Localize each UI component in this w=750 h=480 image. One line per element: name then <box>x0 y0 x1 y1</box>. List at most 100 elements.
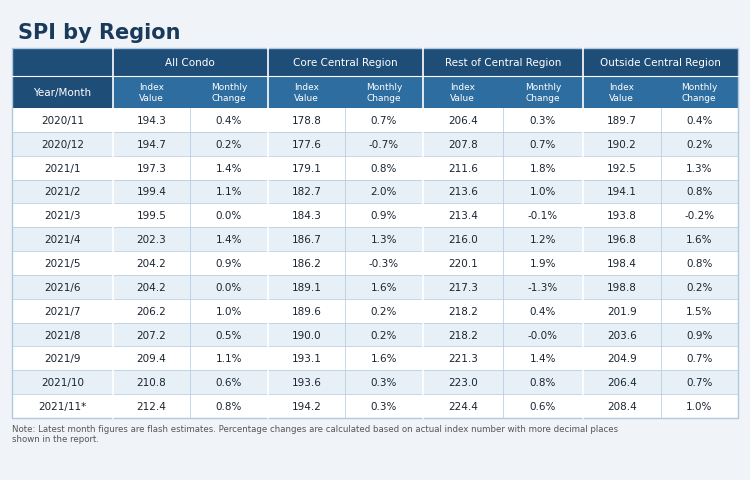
Text: 0.0%: 0.0% <box>216 282 242 292</box>
Text: 206.4: 206.4 <box>448 116 478 126</box>
Text: 202.3: 202.3 <box>136 235 166 245</box>
Text: 189.6: 189.6 <box>292 306 321 316</box>
Text: 1.2%: 1.2% <box>530 235 556 245</box>
Polygon shape <box>12 109 738 132</box>
Text: 2.0%: 2.0% <box>370 187 397 197</box>
Text: 186.2: 186.2 <box>292 258 321 268</box>
Text: -0.7%: -0.7% <box>369 140 399 149</box>
Text: 186.7: 186.7 <box>292 235 321 245</box>
Text: All Condo: All Condo <box>165 58 215 68</box>
Text: 189.1: 189.1 <box>292 282 321 292</box>
Text: 206.2: 206.2 <box>136 306 166 316</box>
Text: Index
Value: Index Value <box>450 83 476 103</box>
Text: 177.6: 177.6 <box>292 140 321 149</box>
Text: 210.8: 210.8 <box>136 377 166 387</box>
Text: 0.7%: 0.7% <box>370 116 397 126</box>
Text: Index
Value: Index Value <box>294 83 319 103</box>
Text: 0.8%: 0.8% <box>370 163 397 173</box>
Text: Monthly
Change: Monthly Change <box>681 83 718 103</box>
Text: 0.9%: 0.9% <box>216 258 242 268</box>
Text: -0.0%: -0.0% <box>528 330 558 340</box>
Text: 208.4: 208.4 <box>607 401 637 411</box>
Text: 0.6%: 0.6% <box>530 401 556 411</box>
Text: 201.9: 201.9 <box>607 306 637 316</box>
Text: 211.6: 211.6 <box>448 163 478 173</box>
Text: 220.1: 220.1 <box>448 258 478 268</box>
Text: 207.8: 207.8 <box>448 140 478 149</box>
Text: 1.3%: 1.3% <box>370 235 398 245</box>
Text: 2021/1: 2021/1 <box>44 163 80 173</box>
Text: 0.9%: 0.9% <box>686 330 712 340</box>
Polygon shape <box>503 77 583 109</box>
Text: 1.4%: 1.4% <box>530 354 556 364</box>
Text: 0.3%: 0.3% <box>530 116 556 126</box>
Text: 2021/5: 2021/5 <box>44 258 80 268</box>
Text: 1.4%: 1.4% <box>216 163 242 173</box>
Text: Monthly
Change: Monthly Change <box>525 83 561 103</box>
Text: 194.3: 194.3 <box>136 116 166 126</box>
Text: 0.4%: 0.4% <box>216 116 242 126</box>
Polygon shape <box>12 156 738 180</box>
Text: 198.4: 198.4 <box>607 258 637 268</box>
Text: 193.6: 193.6 <box>292 377 321 387</box>
Text: Year/Month: Year/Month <box>33 88 92 98</box>
Text: 2021/11*: 2021/11* <box>38 401 86 411</box>
Text: 194.2: 194.2 <box>292 401 321 411</box>
Text: 216.0: 216.0 <box>448 235 478 245</box>
Text: 0.8%: 0.8% <box>686 258 712 268</box>
Text: 217.3: 217.3 <box>448 282 478 292</box>
Polygon shape <box>423 77 502 109</box>
Text: Rest of Central Region: Rest of Central Region <box>445 58 561 68</box>
Text: 204.9: 204.9 <box>607 354 637 364</box>
Text: 182.7: 182.7 <box>292 187 321 197</box>
Text: 199.5: 199.5 <box>136 211 166 221</box>
Polygon shape <box>12 204 738 228</box>
Text: 0.3%: 0.3% <box>370 401 397 411</box>
Text: Core Central Region: Core Central Region <box>292 58 398 68</box>
Text: 0.2%: 0.2% <box>370 306 397 316</box>
Text: -0.2%: -0.2% <box>684 211 714 221</box>
Text: Index
Value: Index Value <box>609 83 634 103</box>
Text: 0.9%: 0.9% <box>370 211 397 221</box>
Text: 1.6%: 1.6% <box>370 354 398 364</box>
Text: 1.0%: 1.0% <box>530 187 556 197</box>
Text: 184.3: 184.3 <box>292 211 321 221</box>
Text: 221.3: 221.3 <box>448 354 478 364</box>
Text: 218.2: 218.2 <box>448 330 478 340</box>
Polygon shape <box>12 299 738 323</box>
Text: 0.7%: 0.7% <box>686 377 712 387</box>
Text: 198.8: 198.8 <box>607 282 637 292</box>
Text: 2021/10: 2021/10 <box>40 377 84 387</box>
Text: 213.6: 213.6 <box>448 187 478 197</box>
Polygon shape <box>12 49 112 109</box>
Text: 0.4%: 0.4% <box>686 116 712 126</box>
Polygon shape <box>12 252 738 276</box>
Polygon shape <box>112 77 190 109</box>
Text: 0.8%: 0.8% <box>530 377 556 387</box>
Text: Monthly
Change: Monthly Change <box>366 83 402 103</box>
Text: 1.0%: 1.0% <box>216 306 242 316</box>
Text: 1.1%: 1.1% <box>216 187 242 197</box>
Text: 2021/4: 2021/4 <box>44 235 80 245</box>
Polygon shape <box>12 323 738 347</box>
Text: 179.1: 179.1 <box>292 163 321 173</box>
Polygon shape <box>345 77 423 109</box>
Text: 224.4: 224.4 <box>448 401 478 411</box>
Text: 1.4%: 1.4% <box>216 235 242 245</box>
Text: 1.3%: 1.3% <box>686 163 712 173</box>
Text: 2021/6: 2021/6 <box>44 282 80 292</box>
Text: 194.7: 194.7 <box>136 140 166 149</box>
Text: 190.2: 190.2 <box>607 140 637 149</box>
Text: 206.4: 206.4 <box>607 377 637 387</box>
Text: 2021/9: 2021/9 <box>44 354 80 364</box>
Text: 204.2: 204.2 <box>136 258 166 268</box>
Text: 207.2: 207.2 <box>136 330 166 340</box>
Text: 2021/3: 2021/3 <box>44 211 80 221</box>
Text: Outside Central Region: Outside Central Region <box>600 58 721 68</box>
Polygon shape <box>661 77 738 109</box>
Text: 0.7%: 0.7% <box>530 140 556 149</box>
Polygon shape <box>12 347 738 371</box>
Text: 197.3: 197.3 <box>136 163 166 173</box>
Text: 2020/11: 2020/11 <box>40 116 84 126</box>
Text: 192.5: 192.5 <box>607 163 637 173</box>
